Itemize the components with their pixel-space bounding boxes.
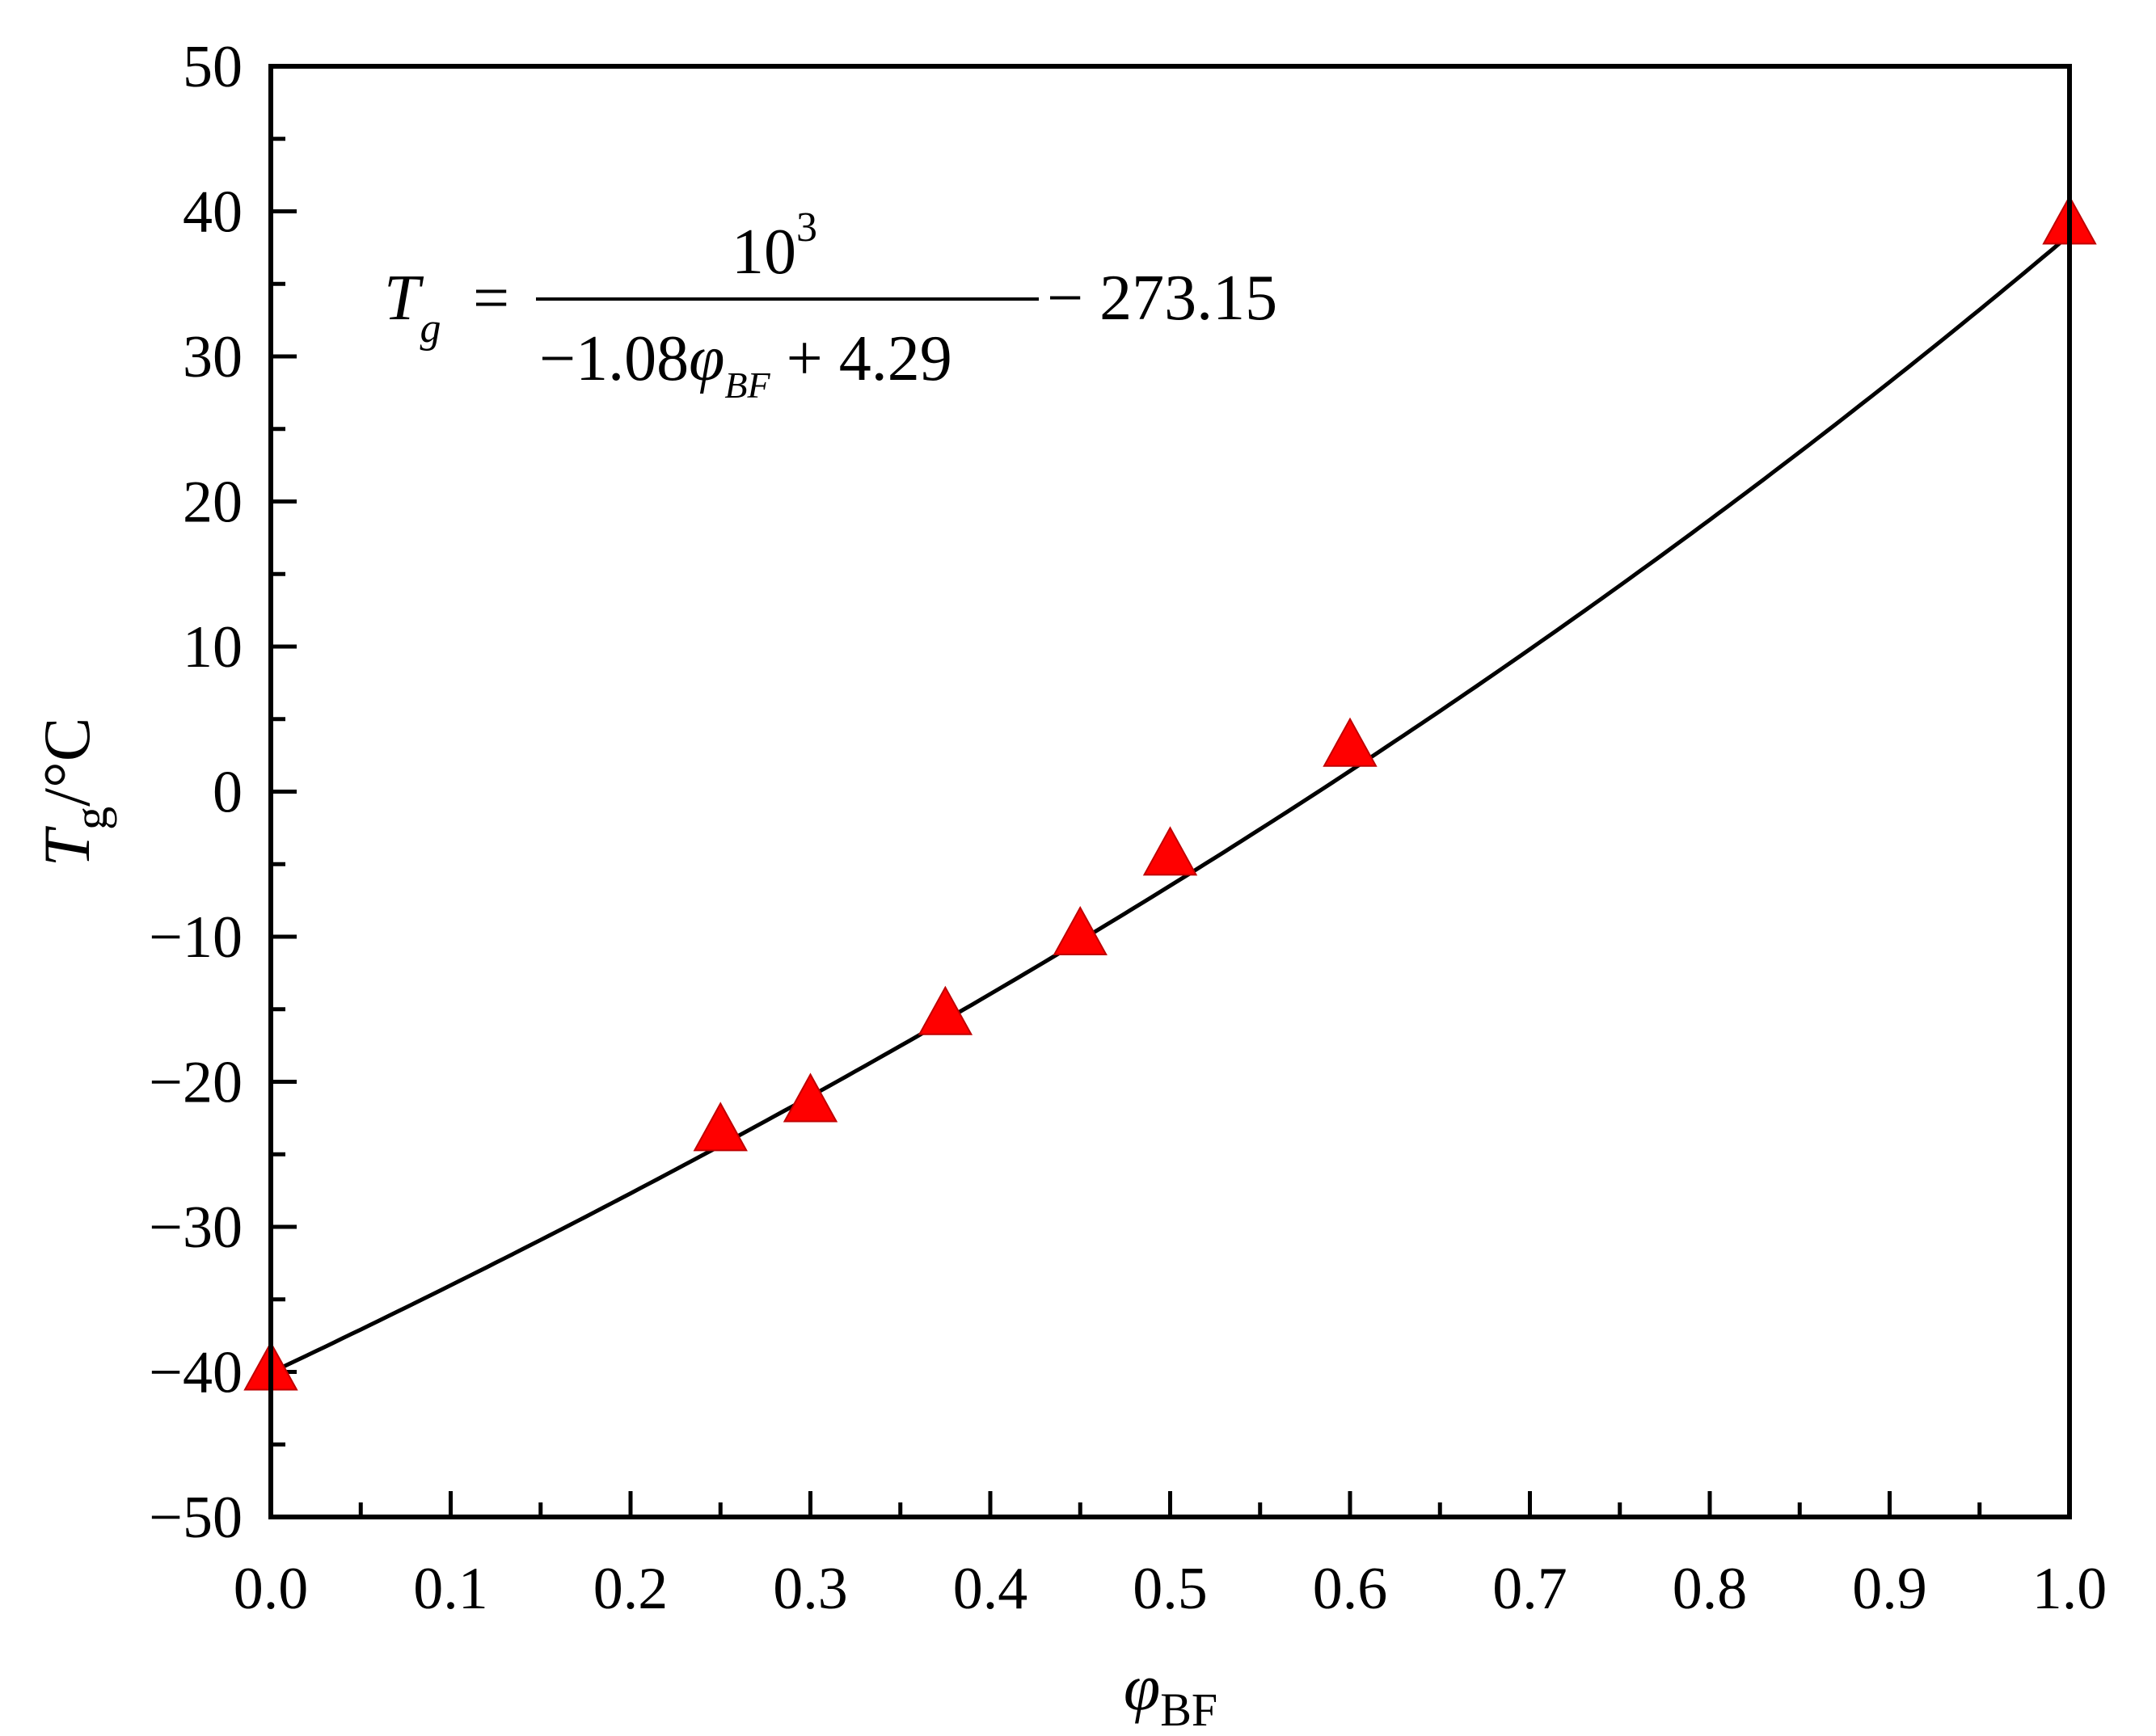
y-tick-label: −40 — [149, 1340, 243, 1406]
x-tick-label: 0.7 — [1492, 1556, 1567, 1622]
y-tick-label: −10 — [149, 904, 243, 971]
data-point — [1053, 905, 1108, 956]
y-tick-label: 0 — [213, 760, 243, 826]
y-tick-label: 30 — [183, 324, 243, 390]
equation-lhs: Tg — [384, 263, 441, 352]
data-point — [918, 985, 973, 1035]
fit-curve — [269, 233, 2071, 1375]
x-tick-label: 0.4 — [953, 1556, 1028, 1622]
equation-numerator: 103 — [732, 204, 817, 288]
y-axis-title: Tg/°C — [30, 718, 117, 867]
y-tick-label: 50 — [183, 34, 243, 100]
x-tick-label: 1.0 — [2032, 1556, 2107, 1622]
y-tick-label: −20 — [149, 1050, 243, 1116]
equation-denominator: −1.08φBF + 4.29 — [539, 323, 952, 406]
data-point — [693, 1102, 748, 1152]
y-tick-label: 40 — [183, 179, 243, 246]
equation-equals: = — [473, 263, 509, 334]
x-tick-label: 0.2 — [593, 1556, 669, 1622]
x-tick-label: 0.1 — [413, 1556, 488, 1622]
x-tick-label: 0.8 — [1673, 1556, 1748, 1622]
x-axis-title: φBF — [1124, 1650, 1217, 1736]
equation-tail: − 273.15 — [1047, 263, 1277, 334]
x-tick-label: 0.0 — [234, 1556, 309, 1622]
data-point — [1142, 826, 1198, 876]
equation-annotation: Tg = 103 −1.08φBF + 4.29 − 273.15 — [384, 204, 1277, 406]
x-tick-label: 0.3 — [773, 1556, 848, 1622]
x-tick-labels: 0.0 0.1 0.2 0.3 0.4 0.5 0.6 0.7 0.8 0.9 1.0 — [234, 1556, 2107, 1622]
y-tick-label: 20 — [183, 470, 243, 536]
data-point — [783, 1072, 838, 1123]
x-tick-label: 0.9 — [1852, 1556, 1927, 1622]
data-point — [1323, 717, 1378, 767]
y-tick-label: 10 — [183, 614, 243, 680]
x-tick-label: 0.5 — [1133, 1556, 1208, 1622]
y-tick-label: −30 — [149, 1195, 243, 1261]
y-tick-labels: 50 40 30 20 10 0 −10 −20 −30 −40 −50 — [149, 34, 243, 1551]
x-tick-label: 0.6 — [1313, 1556, 1388, 1622]
y-tick-label: −50 — [149, 1485, 243, 1551]
plot-frame — [268, 64, 2072, 1519]
